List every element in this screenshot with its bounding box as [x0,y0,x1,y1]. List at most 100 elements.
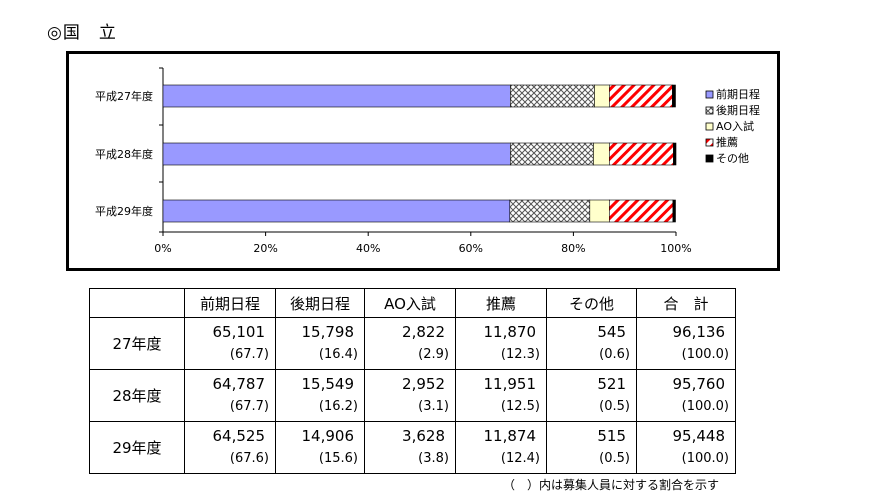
table-cell: 95,448 (100.0) [636,421,736,474]
table-cell: 11,951 (12.5) [455,369,547,422]
legend-label: 推薦 [716,135,738,149]
cell-percent: (12.4) [500,451,540,466]
bar-segment [589,199,610,223]
cell-percent: (12.5) [500,399,540,414]
table-cell: 95,760 (100.0) [636,369,736,422]
table-cell: 64,787 (67.7) [184,369,276,422]
cell-value: 14,906 [301,427,355,445]
row-label: 27年度 [89,317,185,370]
x-tick-label: 0% [154,242,171,255]
header-suisen: 推薦 [455,288,547,318]
cell-value: 11,874 [483,427,537,445]
header-zenki: 前期日程 [184,288,276,318]
cell-percent: (3.8) [418,451,449,466]
bar-segment [510,142,594,166]
table-cell: 3,628 (3.8) [364,421,456,474]
data-table: 前期日程 後期日程 AO入試 推薦 その他 合 計 27年度 65,101 (67.… [89,288,736,474]
category-label: 平成28年度 [95,147,153,161]
cell-percent: (100.0) [681,399,729,414]
bar-segment [609,142,674,166]
bar-segment [594,84,610,108]
cell-value: 11,951 [483,375,537,393]
table-cell: 65,101 (67.7) [184,317,276,370]
cell-percent: (15.6) [318,451,358,466]
header-total: 合 計 [636,288,736,318]
table-cell: 14,906 (15.6) [275,421,365,474]
table-cell: 64,525 (67.6) [184,421,276,474]
row-label: 28年度 [89,369,185,422]
table-cell: 2,952 (3.1) [364,369,456,422]
cell-percent: (16.2) [318,399,358,414]
table-cell: 15,798 (16.4) [275,317,365,370]
bar-segment [593,142,610,166]
cell-percent: (100.0) [681,451,729,466]
cell-value: 95,760 [672,375,726,393]
cell-value: 3,628 [402,427,445,445]
legend-swatch [705,90,714,99]
cell-percent: (67.7) [229,347,269,362]
table-row: 29年度 64,525 (67.6) 14,906 (15.6) 3,628 (3.8) 11… [89,421,736,474]
cell-value: 11,870 [483,323,537,341]
bar-segment [609,199,674,223]
cell-value: 65,101 [212,323,266,341]
cell-value: 2,822 [402,323,445,341]
cell-value: 515 [597,427,626,445]
cell-percent: (67.7) [229,399,269,414]
cell-value: 95,448 [672,427,726,445]
table-header-row: 前期日程 後期日程 AO入試 推薦 その他 合 計 [89,288,736,318]
table-cell: 2,822 (2.9) [364,317,456,370]
bar-segment [672,84,676,108]
cell-percent: (0.5) [599,451,630,466]
table-cell: 515 (0.5) [546,421,637,474]
table-note: （ ）内は募集人員に対する割合を示す [503,478,720,492]
legend-label: 後期日程 [716,103,760,117]
bar-segment [509,199,591,223]
legend-label: その他 [716,152,749,165]
bar-segment [162,142,511,166]
x-tick-label: 60% [459,242,483,255]
x-tick-label: 40% [356,242,380,255]
cell-percent: (2.9) [418,347,449,362]
table-cell: 96,136 (100.0) [636,317,736,370]
bar-segment [162,84,511,108]
cell-percent: (16.4) [318,347,358,362]
bar-segment [510,84,595,108]
legend-swatch [705,138,714,147]
header-kouki: 後期日程 [275,288,365,318]
header-sonota: その他 [546,288,637,318]
cell-percent: (12.3) [500,347,540,362]
cell-percent: (0.5) [599,399,630,414]
section-heading: ◎国 立 [47,23,117,43]
bar-segment [673,142,677,166]
legend-swatch [705,122,714,131]
bar-segment [609,84,673,108]
cell-value: 15,798 [301,323,355,341]
cell-percent: (0.6) [599,347,630,362]
table-corner-cell [89,288,185,318]
legend-swatch [705,154,714,163]
category-label: 平成27年度 [95,89,153,103]
x-tick-label: 80% [561,242,585,255]
cell-value: 15,549 [301,375,355,393]
legend-swatch [705,106,714,115]
cell-value: 64,525 [212,427,266,445]
legend-label: 前期日程 [716,87,760,101]
row-label: 29年度 [89,421,185,474]
cell-percent: (100.0) [681,347,729,362]
x-tick-label: 100% [660,242,691,255]
x-tick-label: 20% [253,242,277,255]
cell-value: 2,952 [402,375,445,393]
cell-value: 64,787 [212,375,266,393]
bar-segment [672,199,676,223]
cell-value: 96,136 [672,323,726,341]
table-cell: 11,874 (12.4) [455,421,547,474]
chart-frame: 0% 20% 40% 60% 80% 100% 平成27年度 平成28年度 平成29年度 前期日… [66,51,780,271]
table-cell: 545 (0.6) [546,317,637,370]
bar-segment [162,199,511,223]
table-row: 27年度 65,101 (67.7) 15,798 (16.4) 2,822 (2.9) 11… [89,317,736,370]
header-ao: AO入試 [364,288,456,318]
table-cell: 15,549 (16.2) [275,369,365,422]
table-row: 28年度 64,787 (67.7) 15,549 (16.2) 2,952 (3.1) 11… [89,369,736,422]
legend-label: AO入試 [716,119,754,133]
